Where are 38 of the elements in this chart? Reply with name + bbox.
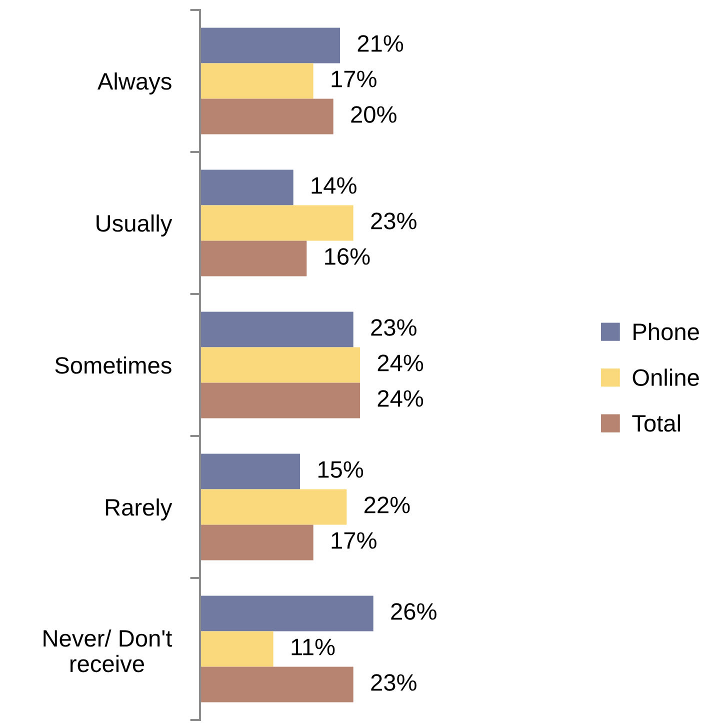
y-tick-label: Usually (96, 214, 172, 236)
data-label: 15% (318, 461, 364, 478)
bar (200, 205, 354, 241)
bar (200, 382, 360, 418)
legend-label: Total (632, 414, 680, 432)
bar (200, 240, 307, 276)
bar (200, 170, 294, 206)
data-label: 23% (371, 674, 416, 691)
bar (200, 596, 374, 632)
bar (200, 98, 334, 134)
bar (200, 454, 300, 490)
data-label: 11% (292, 638, 335, 656)
data-label: 17% (332, 532, 376, 549)
data-label: 23% (371, 212, 416, 230)
bar (200, 631, 274, 667)
bar (200, 489, 347, 525)
bar (200, 524, 314, 560)
legend-label: Online (632, 368, 699, 386)
data-label: 24% (378, 390, 424, 407)
y-tick-label: Rarely (106, 498, 172, 520)
y-tick-label: Never/ Don't receive (44, 629, 172, 672)
y-tick-label: Sometimes (55, 356, 172, 374)
data-label: 14% (312, 177, 356, 194)
data-label: 17% (332, 70, 376, 88)
data-label: 24% (378, 354, 424, 372)
data-label: 16% (325, 248, 370, 265)
bar (200, 347, 360, 383)
data-label: 22% (364, 496, 410, 514)
bar (200, 666, 354, 702)
data-label: 20% (351, 106, 396, 123)
data-label: 26% (391, 603, 436, 620)
bar (200, 63, 314, 99)
data-label: 21% (358, 35, 404, 52)
data-label: 23% (371, 319, 416, 336)
legend-label: Phone (634, 322, 699, 340)
bar (200, 28, 340, 64)
bar (200, 312, 354, 348)
y-tick-label: Always (97, 72, 172, 94)
